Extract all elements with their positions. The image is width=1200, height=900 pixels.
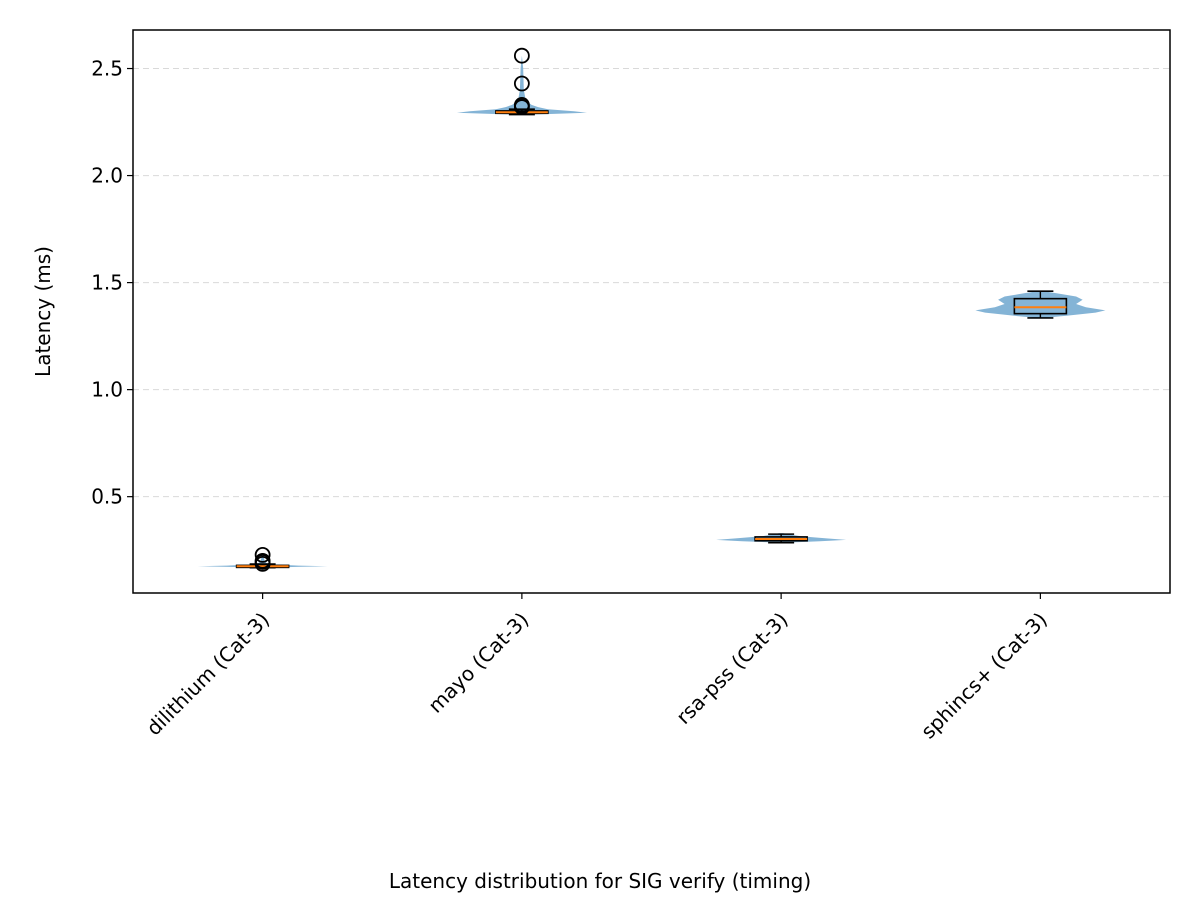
y-tick-label: 2.0: [91, 164, 123, 188]
violin-body: [716, 533, 847, 543]
plot-frame: [132, 29, 1171, 594]
violin-body: [197, 553, 328, 568]
y-tick-label: 0.5: [91, 485, 123, 509]
outlier-point: [513, 75, 530, 92]
y-tick-label: 1.0: [91, 378, 123, 402]
iqr-box: [1013, 297, 1068, 315]
chart-caption: Latency distribution for SIG verify (tim…: [389, 869, 811, 893]
box-plots: [235, 47, 1068, 572]
outlier-point: [513, 47, 530, 64]
violins: [197, 55, 1106, 568]
y-axis-title: Latency (ms): [31, 246, 55, 377]
outlier-point: [513, 97, 530, 113]
y-axis: 0.5 1.0 1.5 2.0 2.5: [91, 57, 133, 509]
outlier-point: [254, 546, 271, 563]
violin-body: [975, 291, 1106, 318]
grid-lines: [133, 68, 1170, 498]
y-tick-label: 2.5: [91, 57, 123, 81]
violin-body: [456, 55, 587, 115]
y-tick-label: 1.5: [91, 271, 123, 295]
outlier-point: [254, 552, 271, 569]
